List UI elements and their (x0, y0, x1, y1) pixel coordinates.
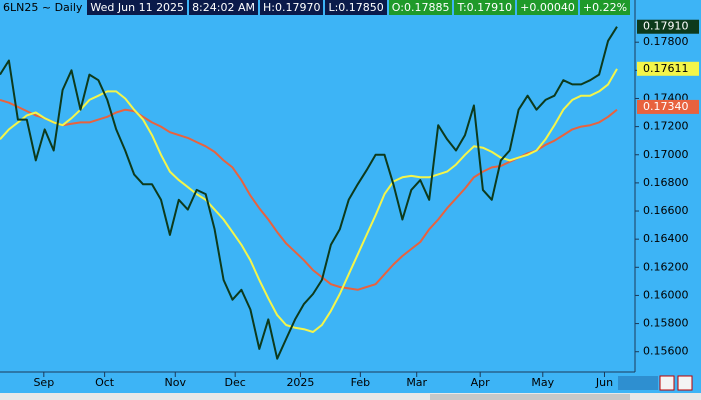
x-tick-label: Feb (351, 376, 370, 389)
x-tick-label: Nov (165, 376, 187, 389)
x-tick-label: Apr (471, 376, 491, 389)
last-value-box (637, 61, 699, 76)
y-tick-label: 0.15600 (643, 345, 689, 358)
y-tick-label: 0.16800 (643, 176, 689, 189)
scroll-thumb[interactable] (430, 394, 630, 400)
last-value-box (637, 99, 699, 114)
y-tick-label: 0.17200 (643, 120, 689, 133)
y-tick-label: 0.16000 (643, 288, 689, 301)
series-line (0, 26, 618, 360)
y-tick-label: 0.16400 (643, 232, 689, 245)
x-tick-label: Oct (95, 376, 115, 389)
zoom-button[interactable] (659, 375, 675, 391)
x-tick-label: Dec (225, 376, 246, 389)
scrollbar[interactable] (0, 393, 701, 400)
y-tick-label: 0.16200 (643, 260, 689, 273)
series-line (0, 68, 618, 333)
x-tick-label: Sep (33, 376, 54, 389)
date: Wed Jun 11 2025 (87, 0, 188, 15)
x-tick-label: Jun (595, 376, 613, 389)
last-value-label: 0.17340 (643, 100, 689, 113)
zoom-area (618, 376, 658, 390)
time: 8:24:02 AM (189, 0, 258, 15)
x-tick-label: Mar (406, 376, 427, 389)
y-tick-label: 0.15800 (643, 317, 689, 330)
change: +0.00040 (517, 0, 578, 15)
high: H:0.17970 (259, 0, 324, 15)
last: T:0.17910 (454, 0, 516, 15)
last-value-box (637, 19, 699, 34)
zoom-button[interactable] (677, 375, 693, 391)
symbol: 6LN25 ~ Daily (3, 1, 83, 14)
open: O:0.17885 (388, 0, 453, 15)
change-pct: +0.22% (579, 0, 631, 15)
x-tick-label: May (531, 376, 554, 389)
y-tick-label: 0.17000 (643, 148, 689, 161)
low: L:0.17850 (325, 0, 387, 15)
last-value-label: 0.17910 (643, 20, 689, 33)
y-tick-label: 0.17800 (643, 35, 689, 48)
last-value-label: 0.17611 (643, 62, 689, 75)
y-tick-label: 0.16600 (643, 204, 689, 217)
x-tick-label: 2025 (286, 376, 314, 389)
header: 6LN25 ~ Daily Wed Jun 11 2025 8:24:02 AM… (0, 0, 632, 15)
